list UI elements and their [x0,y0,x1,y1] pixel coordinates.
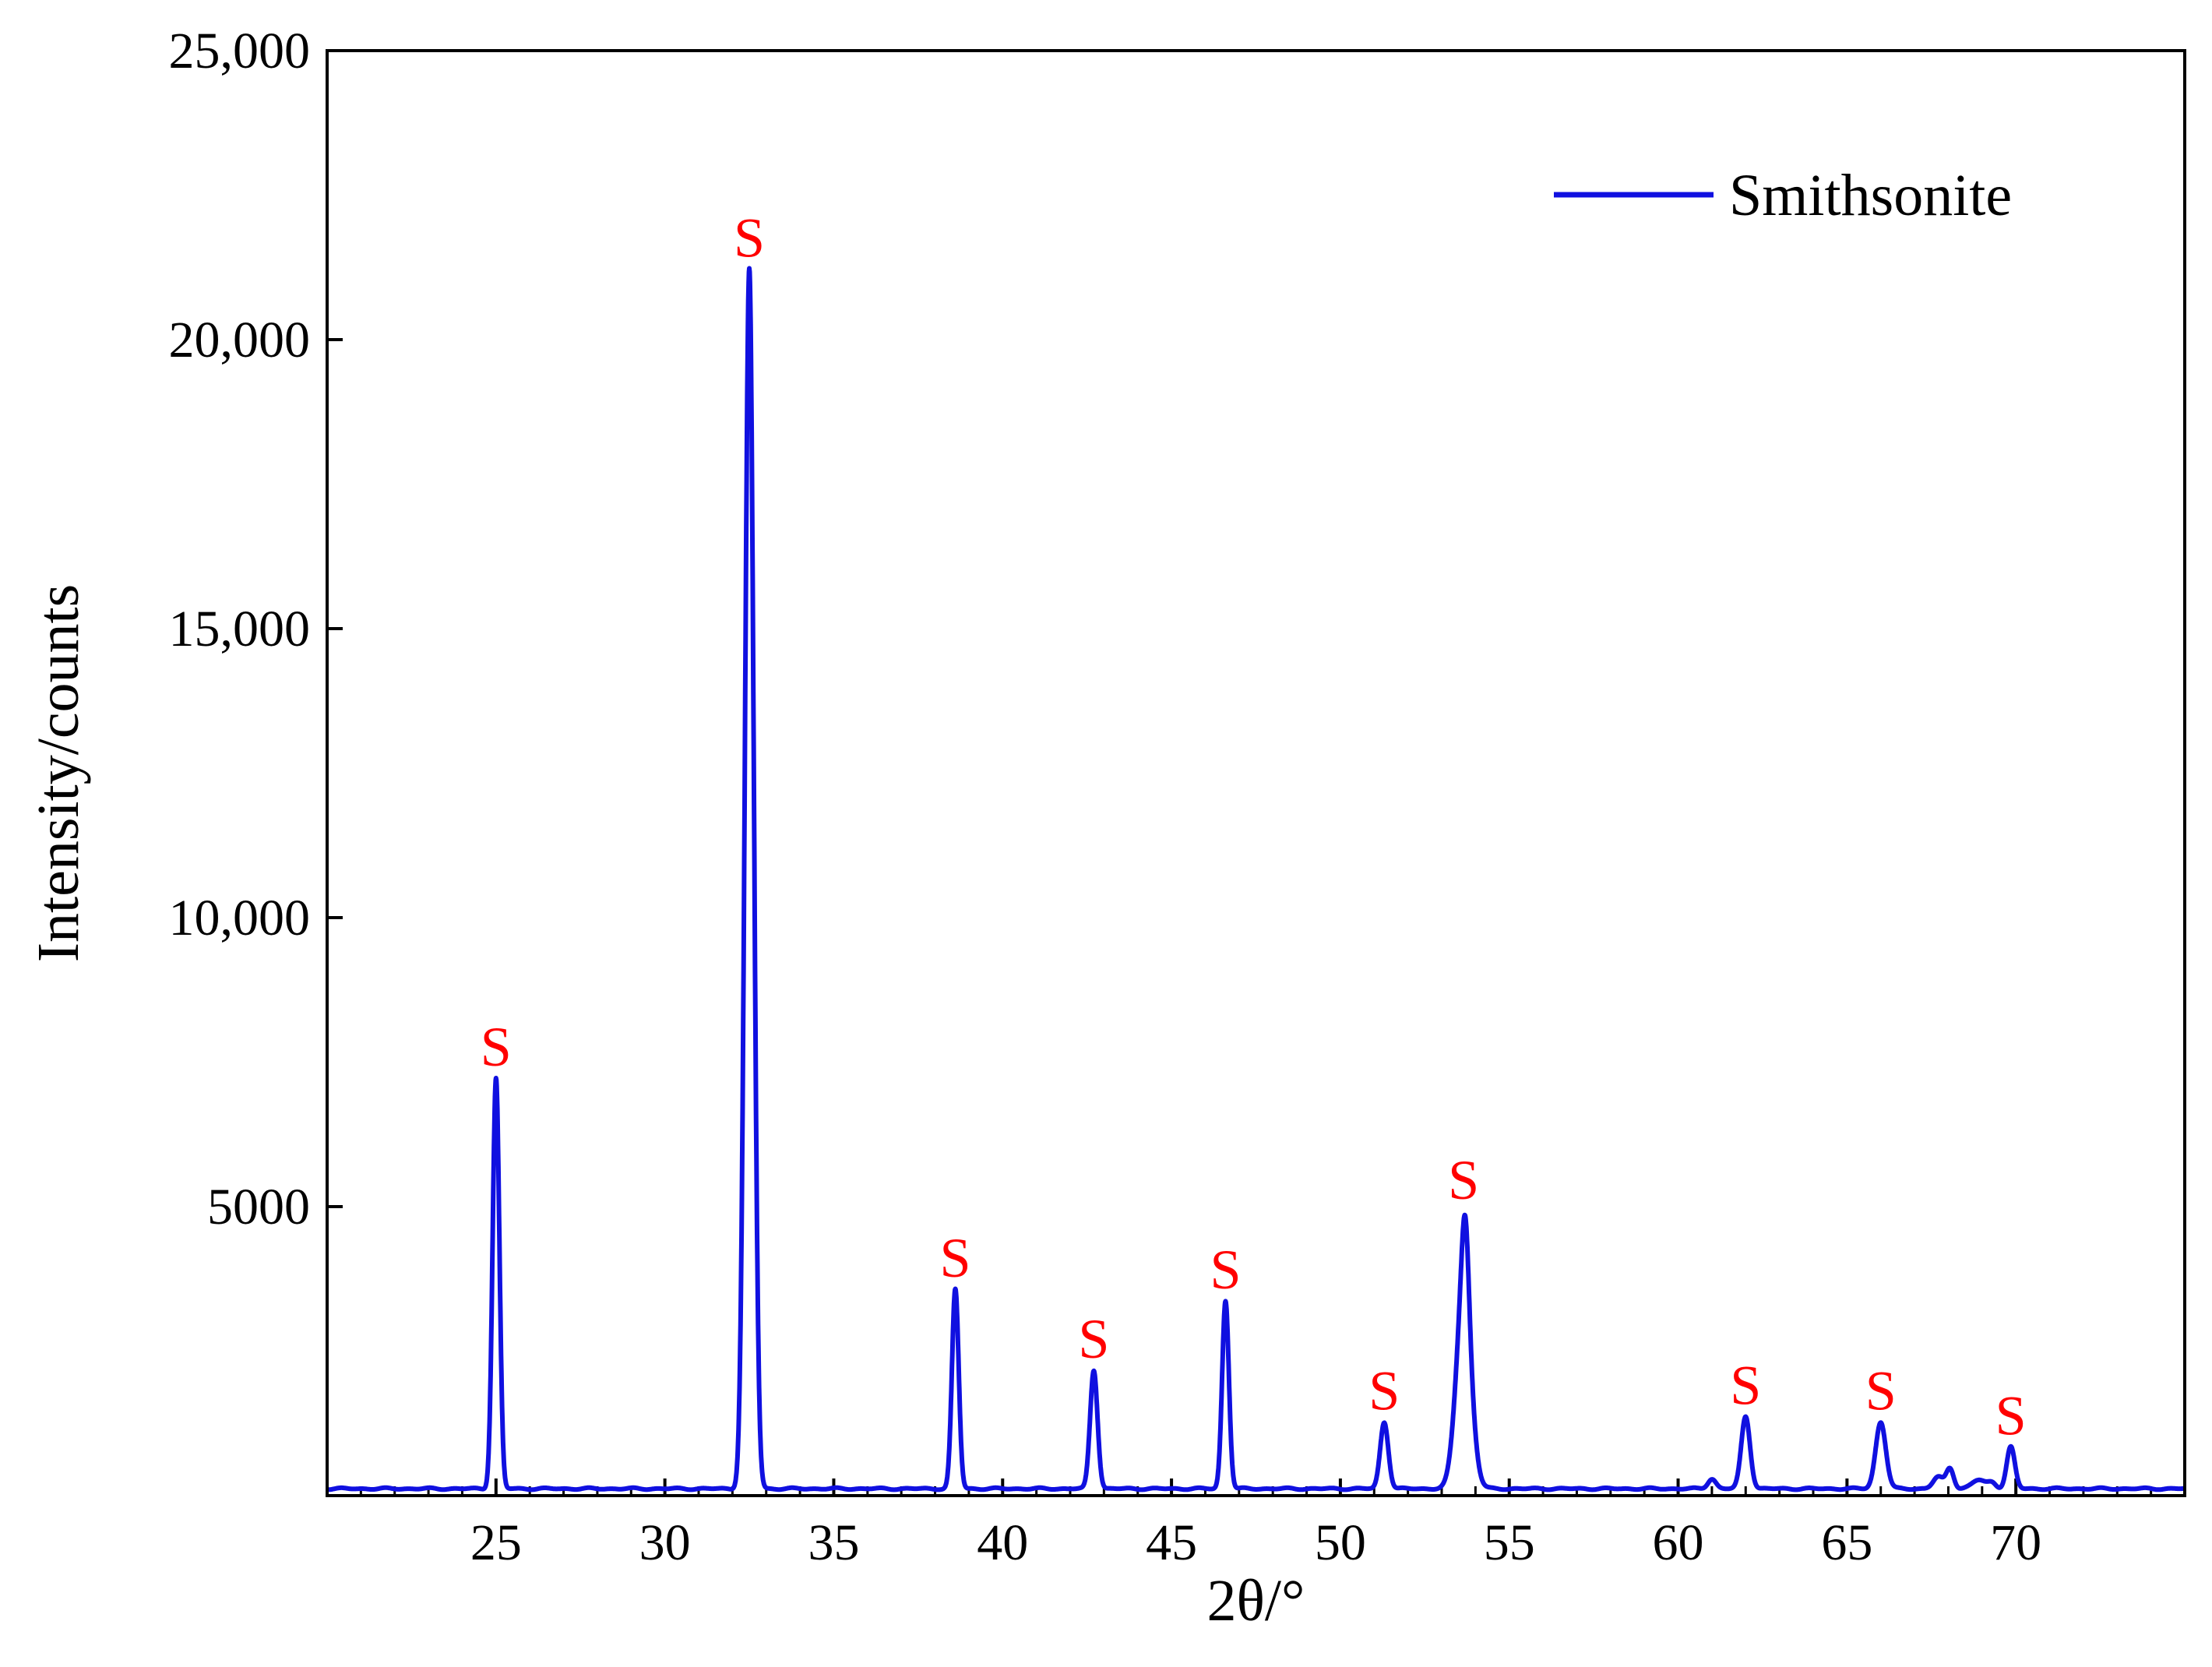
peak-label-s: S [734,206,765,269]
x-tick-label: 45 [1146,1514,1197,1571]
x-tick-label: 35 [808,1514,859,1571]
x-axis-title: 2θ/° [1207,1568,1305,1634]
x-tick-label: 70 [1990,1514,2041,1571]
y-tick-label: 5000 [207,1179,310,1235]
peak-label-s: S [1730,1354,1761,1416]
y-axis-ticks: 5000 10,000 15,000 20,000 25,000 [169,23,343,1235]
y-tick-label: 15,000 [169,601,311,657]
x-tick-label: 40 [977,1514,1028,1571]
x-tick-label: 50 [1315,1514,1366,1571]
peak-label-s: S [481,1016,512,1078]
y-axis-title: Intensity/counts [26,584,91,963]
peak-label-s: S [1995,1385,2027,1447]
plot-frame [326,49,2186,1497]
peak-label-s: S [1448,1149,1479,1211]
peak-label-s: S [940,1227,971,1289]
peak-label-s: S [1078,1308,1109,1370]
peak-label-s: S [1210,1239,1241,1301]
x-tick-label: 60 [1653,1514,1704,1571]
y-tick-label: 20,000 [169,312,311,368]
series-layer [325,266,2187,1493]
x-tick-label: 55 [1484,1514,1535,1571]
peak-label-s: S [1865,1360,1897,1422]
series-line-smithsonite [325,266,2187,1493]
x-tick-label: 65 [1821,1514,1872,1571]
peak-annotations: S S S S S S S S S S [481,206,2027,1447]
x-tick-label: 30 [639,1514,691,1571]
x-axis-ticks: 25 30 35 40 45 50 55 60 65 70 [326,1478,2186,1571]
legend-label: Smithsonite [1729,163,2012,228]
y-tick-label: 25,000 [169,23,311,79]
legend: Smithsonite [1554,163,2012,228]
x-tick-label: 25 [470,1514,522,1571]
peak-label-s: S [1368,1360,1400,1422]
y-tick-label: 10,000 [169,890,311,946]
